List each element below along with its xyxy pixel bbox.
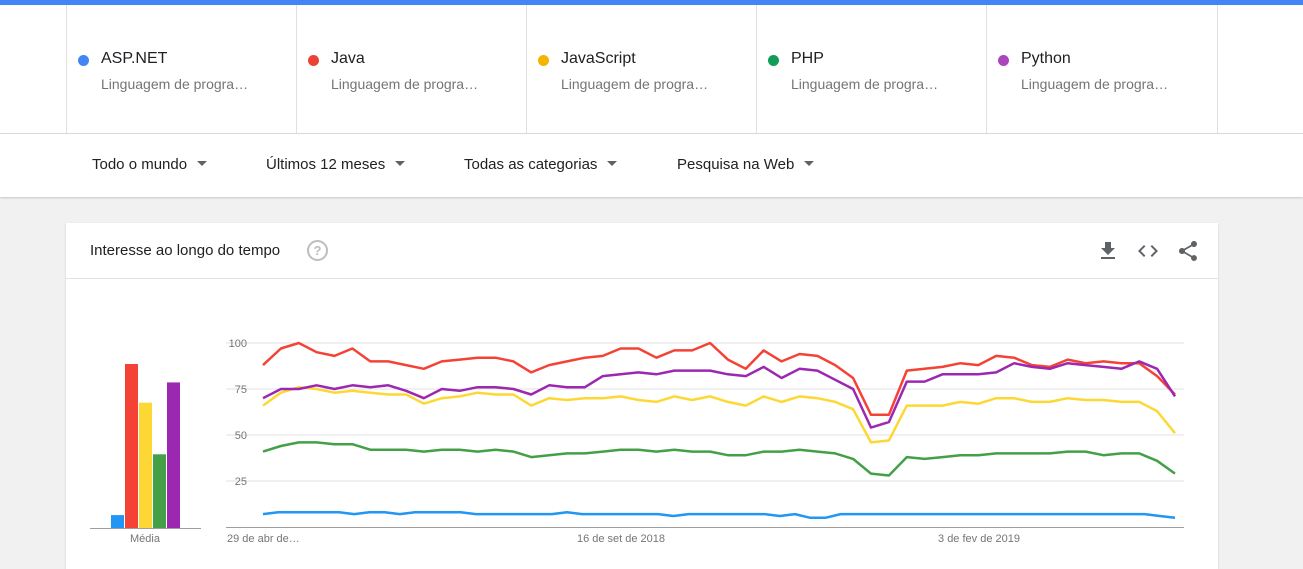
average-bar-php <box>153 454 166 528</box>
card-header: Interesse ao longo do tempo ? <box>66 223 1218 279</box>
series-line-javascript <box>262 385 1176 444</box>
period-dropdown[interactable]: Últimos 12 meses <box>266 156 406 173</box>
top-accent-bar <box>0 0 1303 5</box>
average-bar-aspnet <box>111 515 124 528</box>
average-bar-javascript <box>139 402 152 528</box>
search-type-dropdown[interactable]: Pesquisa na Web <box>677 156 815 173</box>
y-tick-label: 100 <box>229 338 247 350</box>
category-label: Todas as categorias <box>464 156 598 173</box>
series-line-aspnet <box>262 511 1176 520</box>
term-name: PHP <box>791 50 824 67</box>
term-name: Java <box>331 50 365 67</box>
chevron-down-icon <box>607 160 618 166</box>
term-color-dot <box>538 55 549 66</box>
term-card-java[interactable]: Java Linguagem de progra… <box>296 5 526 133</box>
period-label: Últimos 12 meses <box>266 156 386 173</box>
term-subtitle: Linguagem de progra… <box>101 76 249 92</box>
average-label: Média <box>130 533 161 545</box>
y-tick-label: 25 <box>235 476 247 488</box>
x-tick-label: 3 de fev de 2019 <box>938 533 1020 545</box>
share-icon[interactable] <box>1176 239 1200 263</box>
x-tick-label: 29 de abr de… <box>227 533 300 545</box>
term-subtitle: Linguagem de progra… <box>331 76 479 92</box>
term-color-dot <box>308 55 319 66</box>
category-dropdown[interactable]: Todas as categorias <box>464 156 618 173</box>
term-card-javascript[interactable]: JavaScript Linguagem de progra… <box>526 5 756 133</box>
embed-code-icon[interactable] <box>1136 239 1160 263</box>
term-name: Python <box>1021 50 1071 67</box>
chevron-down-icon <box>395 160 406 166</box>
series-line-php <box>262 441 1176 477</box>
help-icon[interactable]: ? <box>307 240 328 261</box>
download-icon[interactable] <box>1096 239 1120 263</box>
term-divider <box>1217 5 1218 133</box>
term-color-dot <box>998 55 1009 66</box>
region-dropdown[interactable]: Todo o mundo <box>92 156 208 173</box>
term-name: ASP.NET <box>101 50 168 67</box>
y-tick-label: 75 <box>235 384 247 396</box>
term-subtitle: Linguagem de progra… <box>561 76 709 92</box>
x-tick-label: 16 de set de 2018 <box>577 533 665 545</box>
term-card-php[interactable]: PHP Linguagem de progra… <box>756 5 986 133</box>
compare-terms-bar: ASP.NET Linguagem de progra… Java Lingua… <box>0 5 1303 134</box>
card-title: Interesse ao longo do tempo <box>90 242 281 259</box>
series-line-python <box>262 360 1177 429</box>
region-label: Todo o mundo <box>92 156 188 173</box>
chevron-down-icon <box>197 160 208 166</box>
interest-chart: 25 50 75 100 29 de abr de… 16 de set de 2018 3… <box>90 338 1184 545</box>
y-tick-label: 50 <box>235 430 247 442</box>
term-card-python[interactable]: Python Linguagem de progra… <box>986 5 1216 133</box>
search-type-label: Pesquisa na Web <box>677 156 795 173</box>
term-subtitle: Linguagem de progra… <box>1021 76 1169 92</box>
term-color-dot <box>768 55 779 66</box>
interest-over-time-card: Interesse ao longo do tempo ? 25 50 75 100 2… <box>66 223 1218 569</box>
filter-bar: Todo o mundo Últimos 12 meses Todas as c… <box>0 134 1303 197</box>
chevron-down-icon <box>804 160 815 166</box>
average-bar-python <box>167 382 180 528</box>
term-color-dot <box>78 55 89 66</box>
term-name: JavaScript <box>561 50 636 67</box>
term-subtitle: Linguagem de progra… <box>791 76 939 92</box>
term-card-aspnet[interactable]: ASP.NET Linguagem de progra… <box>66 5 296 133</box>
series-line-java <box>262 341 1176 417</box>
average-bar-java <box>125 364 138 528</box>
